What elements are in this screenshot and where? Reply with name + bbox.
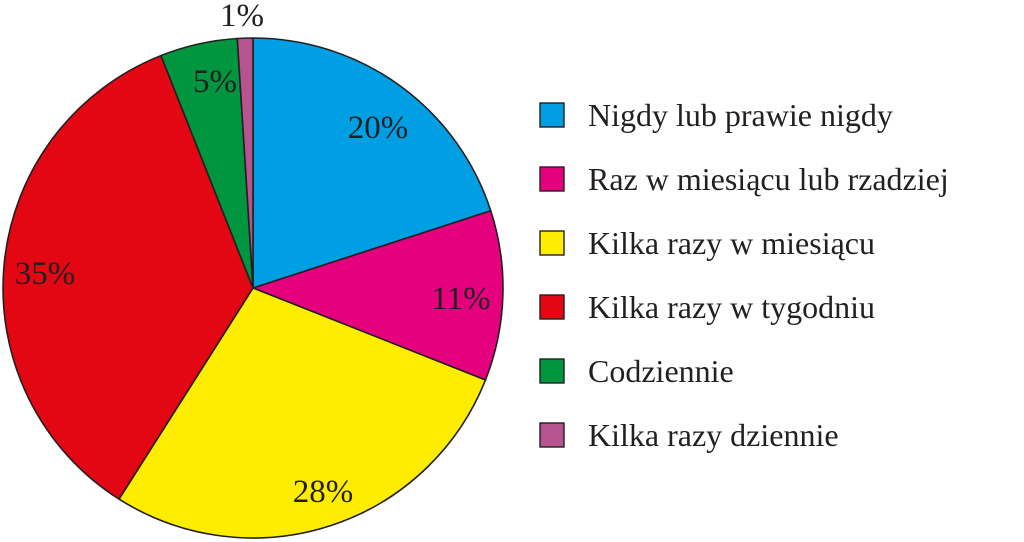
- legend-label: Nigdy lub prawie nigdy: [588, 97, 893, 133]
- legend-item: Kilka razy w tygodniu: [539, 289, 875, 325]
- legend-item: Kilka razy w miesiącu: [539, 225, 875, 261]
- legend-label: Kilka razy w miesiącu: [588, 225, 875, 261]
- legend-swatch: [539, 294, 565, 320]
- legend-label: Kilka razy w tygodniu: [588, 289, 875, 325]
- legend-label: Kilka razy dziennie: [588, 417, 839, 453]
- slice-percentage-label: 5%: [193, 64, 237, 100]
- pie-slice: [118, 287, 487, 539]
- legend-item: Nigdy lub prawie nigdy: [539, 97, 893, 133]
- pie-percentage-labels: 20% 11% 28% 35% 5% 1%: [15, 0, 491, 510]
- legend: Nigdy lub prawie nigdy Raz w miesiącu lub…: [539, 97, 949, 453]
- legend-swatch: [539, 358, 565, 384]
- legend-item: Codziennie: [539, 353, 734, 389]
- legend-swatch: [539, 102, 565, 128]
- pie-slice: [252, 37, 492, 289]
- legend-label: Codziennie: [588, 353, 734, 389]
- slice-percentage-label: 35%: [15, 256, 76, 292]
- pie-slice: [236, 37, 254, 289]
- legend-item: Raz w miesiącu lub rzadziej: [539, 161, 949, 197]
- pie-slice: [2, 54, 254, 500]
- slice-percentage-label: 20%: [348, 110, 409, 146]
- legend-item: Kilka razy dziennie: [539, 417, 839, 453]
- legend-swatch: [539, 166, 565, 192]
- slice-percentage-label: 1%: [220, 0, 264, 34]
- slice-percentage-label: 28%: [293, 474, 354, 510]
- legend-swatch: [539, 230, 565, 256]
- legend-label: Raz w miesiącu lub rzadziej: [588, 161, 949, 197]
- pie-slice: [252, 209, 504, 381]
- legend-swatch: [539, 422, 565, 448]
- slice-percentage-label: 11%: [431, 281, 490, 317]
- pie-slices: [2, 37, 504, 539]
